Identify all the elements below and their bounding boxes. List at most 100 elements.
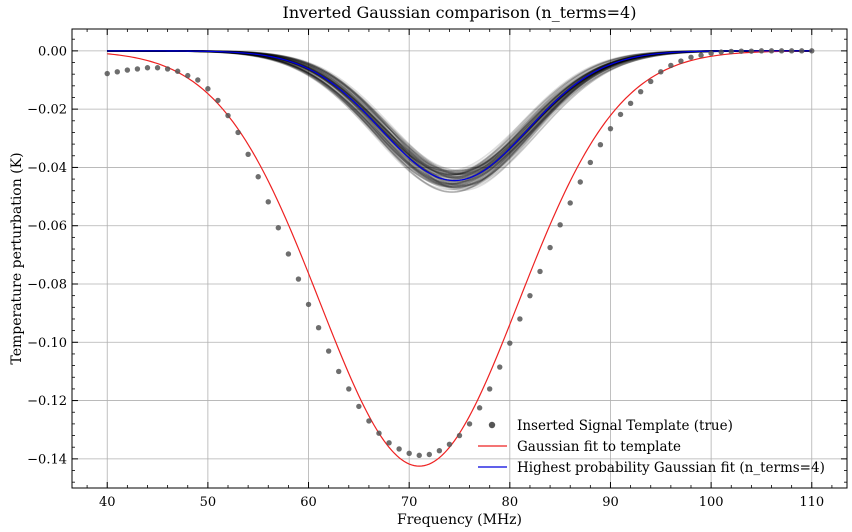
x-tick-label: 50 [200, 495, 217, 510]
template-point [315, 325, 322, 331]
y-tick-label: 0.00 [38, 44, 67, 59]
template-point [104, 70, 110, 77]
template-point [577, 179, 583, 185]
template-point [507, 340, 513, 346]
template-point [376, 430, 382, 436]
template-point [728, 48, 734, 55]
template-point [527, 292, 533, 299]
template-point [768, 48, 775, 54]
template-point [748, 48, 755, 54]
template-point [497, 364, 503, 370]
x-tick-label: 60 [300, 495, 317, 510]
x-axis-label: Frequency (MHz) [397, 512, 522, 528]
template-point [235, 129, 241, 136]
y-tick-label: −0.02 [27, 103, 67, 118]
legend: Inserted Signal Template (true) Gaussian… [478, 418, 825, 476]
template-point [557, 222, 563, 228]
template-point [537, 268, 543, 275]
template-point [466, 421, 473, 427]
template-point [678, 58, 684, 64]
y-tick-label: −0.14 [27, 452, 67, 467]
template-point [627, 100, 634, 107]
template-point [225, 112, 231, 119]
legend-marker-template [488, 421, 496, 429]
template-point [396, 446, 402, 452]
x-tick-label: 110 [799, 495, 824, 510]
template-point [346, 386, 352, 392]
template-point [718, 49, 724, 55]
template-point [486, 386, 493, 392]
x-tick-label: 80 [502, 495, 519, 510]
template-point [416, 452, 422, 459]
x-tick-label: 90 [602, 495, 619, 510]
template-point [245, 151, 251, 158]
template-point [456, 432, 463, 439]
template-point [517, 316, 523, 322]
template-point [708, 50, 714, 56]
template-point [255, 174, 261, 180]
template-point [406, 450, 412, 457]
template-point [164, 66, 171, 72]
template-point [637, 88, 644, 95]
template-point [607, 125, 614, 132]
legend-label-gaussian-fit: Gaussian fit to template [517, 439, 681, 455]
template-point [809, 48, 815, 54]
template-point [336, 368, 342, 375]
template-point [698, 52, 704, 58]
template-point [215, 97, 221, 104]
template-point [205, 86, 211, 92]
template-point [668, 62, 674, 69]
template-point [275, 225, 282, 231]
template-point [476, 405, 483, 411]
template-point [648, 78, 654, 85]
y-tick-label: −0.12 [27, 394, 67, 409]
legend-label-best-fit: Highest probability Gaussian fit (n_term… [517, 460, 825, 476]
template-point [305, 301, 312, 308]
legend-label-template: Inserted Signal Template (true) [517, 418, 733, 434]
template-point [325, 348, 332, 354]
template-point [114, 69, 120, 75]
template-point [758, 48, 765, 54]
y-tick-label: −0.08 [27, 278, 67, 293]
template-point [174, 68, 181, 74]
plot-frame [71, 28, 848, 489]
template-scatter [104, 48, 815, 459]
grid [72, 29, 847, 488]
template-point [788, 48, 795, 54]
template-point [285, 251, 292, 257]
template-point [295, 276, 302, 282]
template-point [688, 54, 694, 60]
template-point [134, 66, 141, 72]
y-tick-label: −0.04 [27, 161, 67, 176]
x-tick-label: 70 [401, 495, 418, 510]
template-point [778, 48, 785, 54]
template-point [144, 65, 151, 71]
template-point [124, 67, 131, 73]
template-point [446, 441, 453, 447]
best-fit-path [107, 50, 812, 182]
template-point [587, 159, 594, 166]
template-point [738, 48, 745, 54]
y-tick-label: −0.10 [27, 336, 67, 351]
tick-labels: 40 50 60 70 80 90 100 110 0.00 −0.02 −0.04 −0.06 −0.… [27, 44, 824, 510]
y-axis-label: Temperature perturbation (K) [9, 152, 25, 364]
template-point [154, 65, 161, 71]
template-point [185, 72, 191, 79]
template-point [356, 403, 362, 410]
chart-title: Inverted Gaussian comparison (n_terms=4) [283, 3, 637, 22]
template-point [265, 199, 271, 205]
template-point [799, 48, 805, 54]
template-point [567, 200, 573, 206]
template-point [366, 418, 372, 424]
template-point [597, 142, 604, 148]
x-tick-label: 40 [99, 495, 116, 510]
y-tick-label: −0.06 [27, 219, 67, 234]
template-point [436, 448, 443, 454]
best-fit-line [107, 50, 812, 182]
template-point [547, 244, 553, 251]
x-tick-label: 100 [699, 495, 724, 510]
template-point [426, 451, 433, 458]
template-point [658, 69, 664, 75]
template-point [195, 77, 201, 83]
